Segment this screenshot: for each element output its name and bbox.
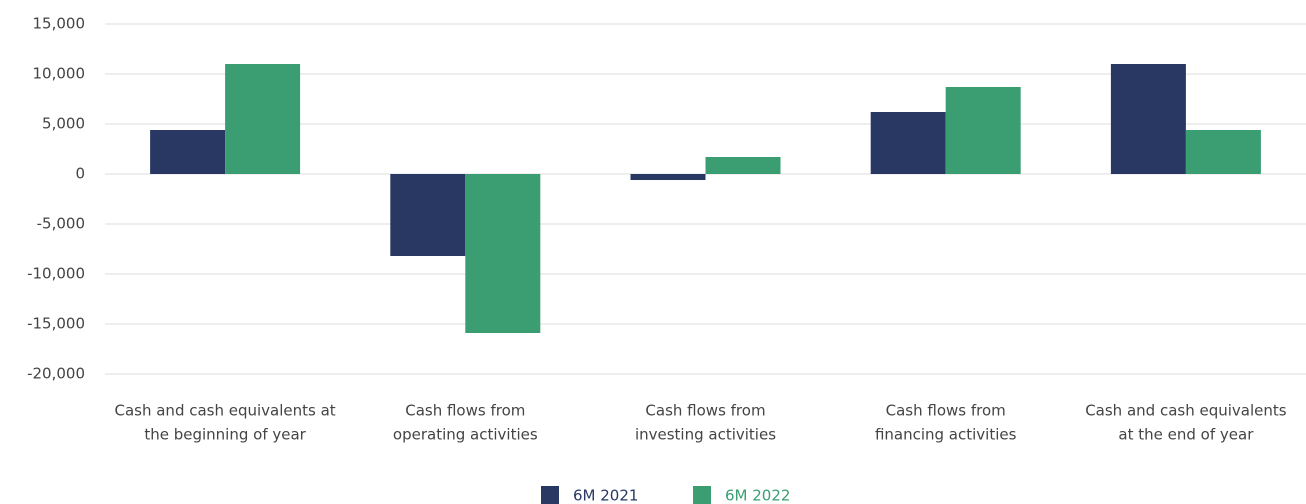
y-tick-label: -10,000 — [27, 265, 85, 283]
legend-swatch — [693, 486, 711, 504]
bar — [150, 130, 226, 174]
x-tick-label: Cash and cash equivalents — [1085, 402, 1287, 420]
bar — [225, 64, 301, 174]
bar — [630, 174, 706, 180]
y-tick-label: -15,000 — [27, 315, 85, 333]
bar — [465, 174, 541, 333]
y-tick-label: 10,000 — [33, 65, 86, 83]
x-tick-label: Cash flows from — [645, 402, 765, 420]
x-tick-label: investing activities — [635, 426, 776, 444]
bar — [870, 112, 946, 174]
y-tick-label: -5,000 — [37, 215, 85, 233]
y-tick-label: 0 — [75, 165, 85, 183]
legend-swatch — [541, 486, 559, 504]
bar — [1110, 64, 1186, 174]
x-tick-label: financing activities — [875, 426, 1017, 444]
x-tick-label: at the end of year — [1118, 426, 1254, 444]
y-tick-label: -20,000 — [27, 365, 85, 383]
legend-label: 6M 2021 — [573, 487, 638, 504]
x-tick-label: Cash flows from — [886, 402, 1006, 420]
x-tick-label: the beginning of year — [144, 426, 306, 444]
bar — [390, 174, 466, 256]
bar — [945, 87, 1021, 174]
y-tick-label: 15,000 — [33, 15, 86, 33]
x-tick-label: operating activities — [393, 426, 538, 444]
bar — [1185, 130, 1261, 174]
bar — [705, 157, 781, 174]
x-tick-label: Cash flows from — [405, 402, 525, 420]
legend-label: 6M 2022 — [725, 487, 790, 504]
y-tick-label: 5,000 — [42, 115, 85, 133]
x-tick-label: Cash and cash equivalents at — [114, 402, 335, 420]
